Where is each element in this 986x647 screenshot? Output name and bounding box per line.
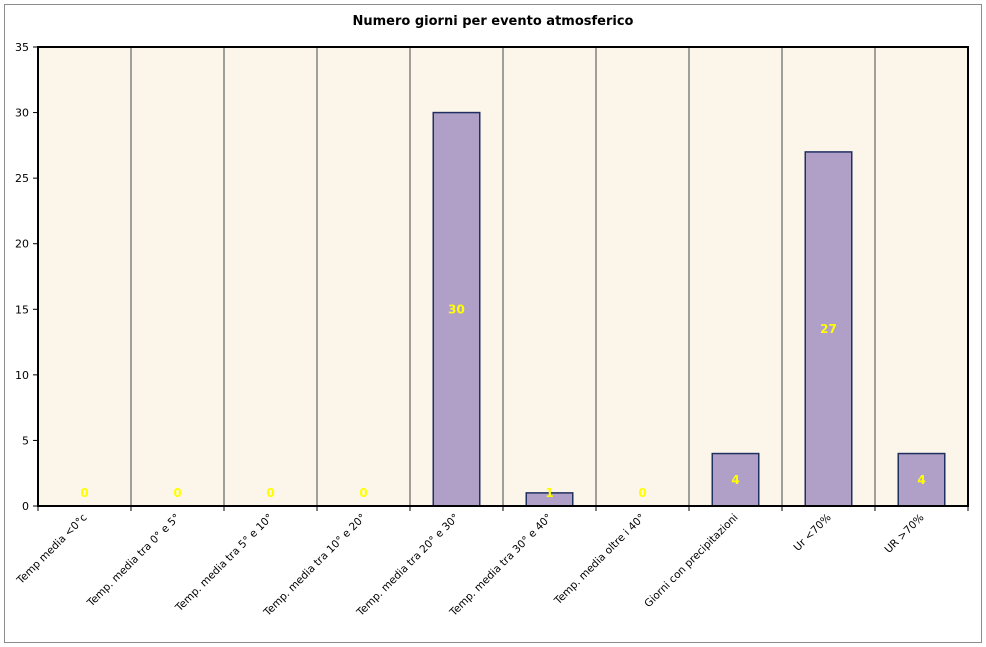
- y-tick-label: 0: [22, 500, 29, 513]
- data-label: 27: [820, 322, 837, 336]
- bar: [897, 452, 946, 507]
- data-label: 4: [917, 473, 925, 487]
- data-label: 0: [359, 486, 367, 500]
- y-tick-label: 5: [22, 434, 29, 447]
- y-tick-label: 30: [15, 107, 29, 120]
- y-tick-label: 20: [15, 238, 29, 251]
- x-tick-label: Temp media <0°c: [14, 511, 90, 587]
- x-tick-label: Temp. media tra 0° e 5°: [84, 512, 182, 610]
- x-tick-label: Temp. media oltre i 40°: [552, 512, 648, 608]
- x-tick-label: Giorni con precipitazioni: [642, 512, 740, 610]
- x-tick-label: Temp. media tra 30° e 40°: [447, 512, 555, 620]
- chart-title: Numero giorni per evento atmosferico: [352, 14, 634, 29]
- y-tick-label: 15: [15, 303, 29, 316]
- data-label: 1: [545, 486, 553, 500]
- data-label: 0: [80, 486, 88, 500]
- plot-border: [37, 46, 969, 507]
- data-label: 0: [638, 486, 646, 500]
- x-tick-label: Temp. media tra 20° e 30°: [354, 512, 462, 620]
- data-label: 4: [731, 473, 739, 487]
- bar: [711, 452, 760, 507]
- y-tick-label: 35: [15, 41, 29, 54]
- data-label: 0: [266, 486, 274, 500]
- x-tick-label: UR >70%: [882, 512, 926, 556]
- data-label: 0: [173, 486, 181, 500]
- y-tick-label: 25: [15, 172, 29, 185]
- x-tick-label: Ur <70%: [792, 512, 834, 554]
- x-tick-label: Temp. media tra 10° e 20°: [261, 512, 369, 620]
- data-label: 30: [448, 302, 465, 316]
- y-tick-label: 10: [15, 369, 29, 382]
- bar: [804, 151, 853, 507]
- x-tick-label: Temp. media tra 5° e 10°: [173, 512, 276, 615]
